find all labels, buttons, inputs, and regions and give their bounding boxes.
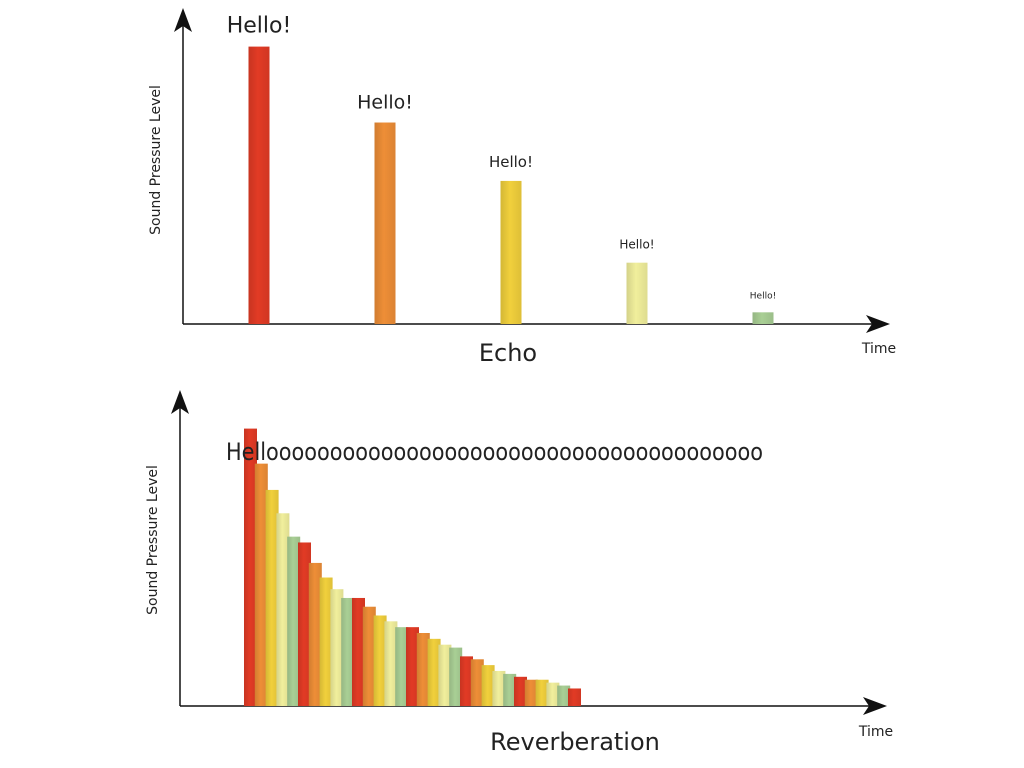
echo-bar	[248, 46, 270, 324]
echo-bars	[248, 46, 774, 325]
reverb-reflection-bar	[341, 597, 355, 706]
reverb-reflection-bar	[568, 688, 581, 706]
echo-hello-label: Hello!	[619, 238, 654, 252]
echo-hello-label: Hello!	[750, 291, 776, 301]
reverb-reflection-bar	[352, 597, 365, 706]
reverb-reflection-bar	[535, 679, 549, 706]
reverb-reflection-bar	[503, 673, 517, 706]
reverb-reflection-bar	[276, 513, 290, 706]
echo-bar	[752, 312, 774, 324]
reverb-reflection-bar	[308, 562, 322, 706]
echo-panel: Hello! Hello! Hello! Hello! Hello! Sound Pre…	[148, 8, 896, 367]
reverb-reflection-bar	[384, 621, 398, 706]
reverb-reflection-bar	[546, 682, 560, 706]
reverb-hello-word: Helloooooooooooooooooooooooooooooooooooo…	[226, 438, 763, 466]
reverberation-bars	[244, 428, 581, 706]
reverb-reflection-bar	[449, 647, 463, 706]
reverb-y-axis-arrow	[171, 390, 189, 414]
reverb-reflection-bar	[319, 577, 333, 706]
reverb-reflection-bar	[481, 665, 495, 706]
echo-x-axis-label: Time	[861, 341, 896, 357]
echo-y-axis-label: Sound Pressure Level	[148, 85, 164, 235]
reverb-reflection-bar	[438, 644, 452, 706]
reverb-reflection-bar	[298, 542, 311, 706]
reverb-reflection-bar	[427, 638, 441, 706]
reverb-reflection-bar	[244, 428, 257, 706]
reverb-reflection-bar	[470, 659, 484, 706]
reverberation-title: Reverberation	[490, 728, 660, 756]
echo-bar	[374, 122, 396, 325]
reverb-reflection-bar	[557, 685, 571, 706]
echo-hello-label: Hello!	[227, 14, 292, 39]
reverb-x-axis-label: Time	[858, 724, 893, 740]
reverberation-panel: Helloooooooooooooooooooooooooooooooooooo…	[145, 390, 893, 756]
echo-hello-label: Hello!	[489, 153, 533, 171]
echo-hello-label: Hello!	[357, 92, 413, 114]
reverb-reflection-bar	[524, 679, 538, 706]
reverb-reflection-bar	[406, 627, 419, 706]
reverb-reflection-bar	[492, 670, 506, 706]
reverb-reflection-bar	[287, 536, 301, 706]
echo-hello-labels: Hello! Hello! Hello! Hello! Hello!	[227, 14, 777, 302]
reverb-reflection-bar	[514, 676, 527, 706]
reverb-reflection-bar	[395, 627, 409, 706]
echo-y-axis-arrow	[174, 8, 192, 32]
echo-bar	[626, 262, 648, 324]
reverb-reflection-bar	[265, 489, 279, 706]
echo-bar	[500, 180, 522, 324]
reverb-reflection-bar	[373, 615, 387, 706]
reverb-x-axis-arrow	[863, 697, 887, 715]
reverb-reflection-bar	[416, 633, 430, 706]
reverb-reflection-bar	[362, 606, 376, 706]
reverb-reflection-bar	[330, 589, 344, 706]
reverb-reflection-bar	[460, 656, 473, 706]
reverb-reflection-bar	[254, 463, 268, 706]
reverb-y-axis-label: Sound Pressure Level	[145, 465, 161, 615]
echo-x-axis-arrow	[866, 315, 890, 333]
echo-title: Echo	[479, 339, 537, 367]
